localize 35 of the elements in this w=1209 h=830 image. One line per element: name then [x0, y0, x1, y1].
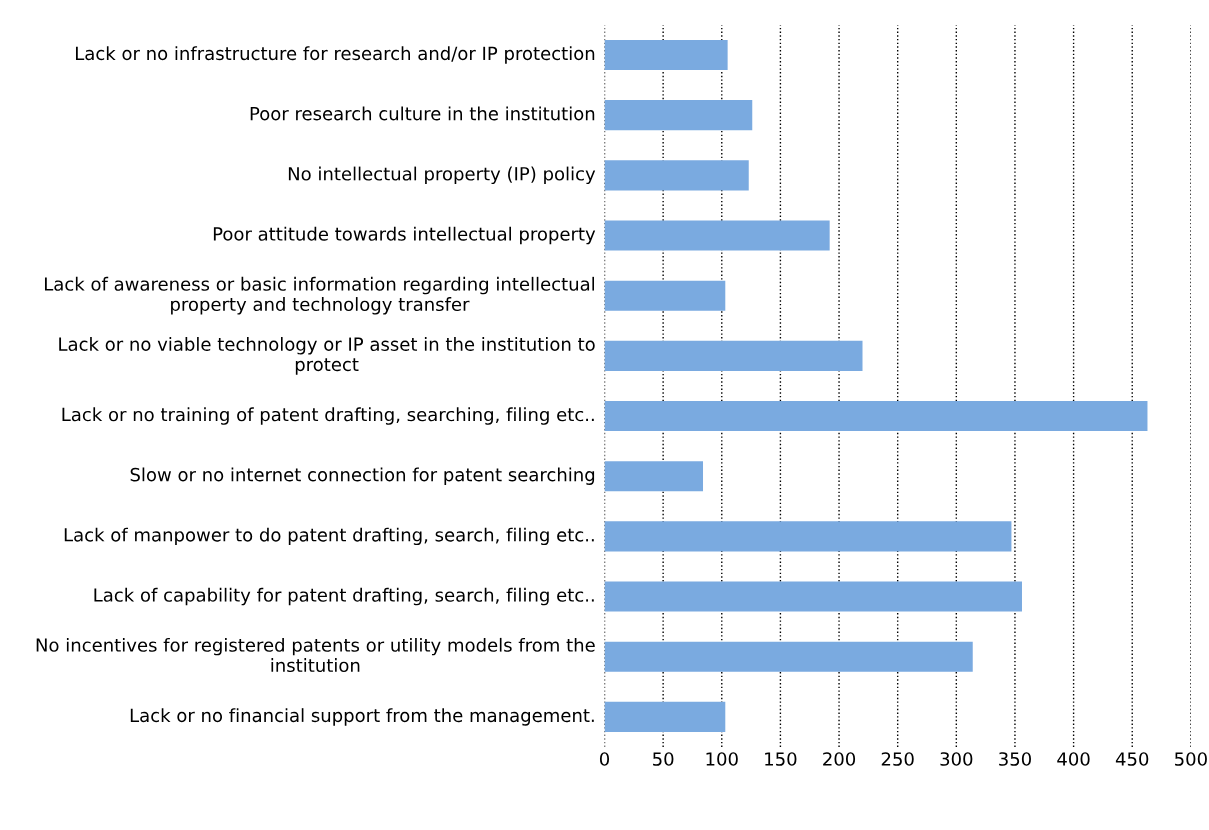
bar	[604, 641, 973, 672]
bar	[604, 521, 1012, 552]
y-tick-label: Lack of capability for patent drafting, search, filing etc..	[94, 587, 594, 606]
y-tick-label: Lack of manpower to do patent drafting, search, filing etc..	[64, 527, 594, 546]
bar	[604, 701, 726, 732]
bar	[604, 461, 704, 492]
x-tick-label: 350	[999, 752, 1031, 766]
bar	[604, 160, 749, 191]
y-tick-label: Poor research culture in the institution	[250, 106, 595, 121]
bar	[604, 340, 863, 371]
y-tick-label: No intellectual property (IP) policy	[288, 166, 596, 185]
x-tick-label: 50	[653, 752, 674, 766]
bar	[604, 100, 753, 131]
y-tick-label: No incentives for registered patents or utility models from the institution	[36, 637, 595, 673]
x-tick-label: 500	[1175, 752, 1207, 766]
y-tick-label: Lack or no infrastructure for research and/or IP protection	[75, 46, 595, 64]
y-tick-label: Lack or no viable technology or IP asset in the institution to protect	[59, 337, 595, 375]
x-tick-label: 100	[706, 752, 738, 766]
x-tick-label: 300	[940, 752, 973, 766]
y-tick-label: Slow or no internet connection for patent searching	[130, 467, 595, 485]
y-tick-label: Lack or no financial support from the management.	[130, 708, 594, 726]
x-tick-label: 450	[1115, 752, 1149, 766]
bar	[604, 400, 1148, 432]
x-tick-label: 200	[823, 752, 856, 766]
bar	[604, 280, 726, 311]
y-tick-label: Lack or no training of patent drafting, searching, filing etc..	[62, 407, 594, 425]
x-tick-label: 150	[765, 752, 797, 766]
y-tick-label: Lack of awareness or basic information regarding intellectual property and technology transfer	[45, 276, 595, 315]
bar	[604, 39, 728, 71]
x-tick-label: 250	[881, 752, 914, 766]
bar	[604, 581, 1022, 612]
x-tick-label: 400	[1057, 752, 1090, 766]
bar	[604, 220, 830, 251]
x-tick-label: 0	[599, 752, 610, 766]
y-tick-label: Poor attitude towards intellectual property	[213, 226, 596, 245]
